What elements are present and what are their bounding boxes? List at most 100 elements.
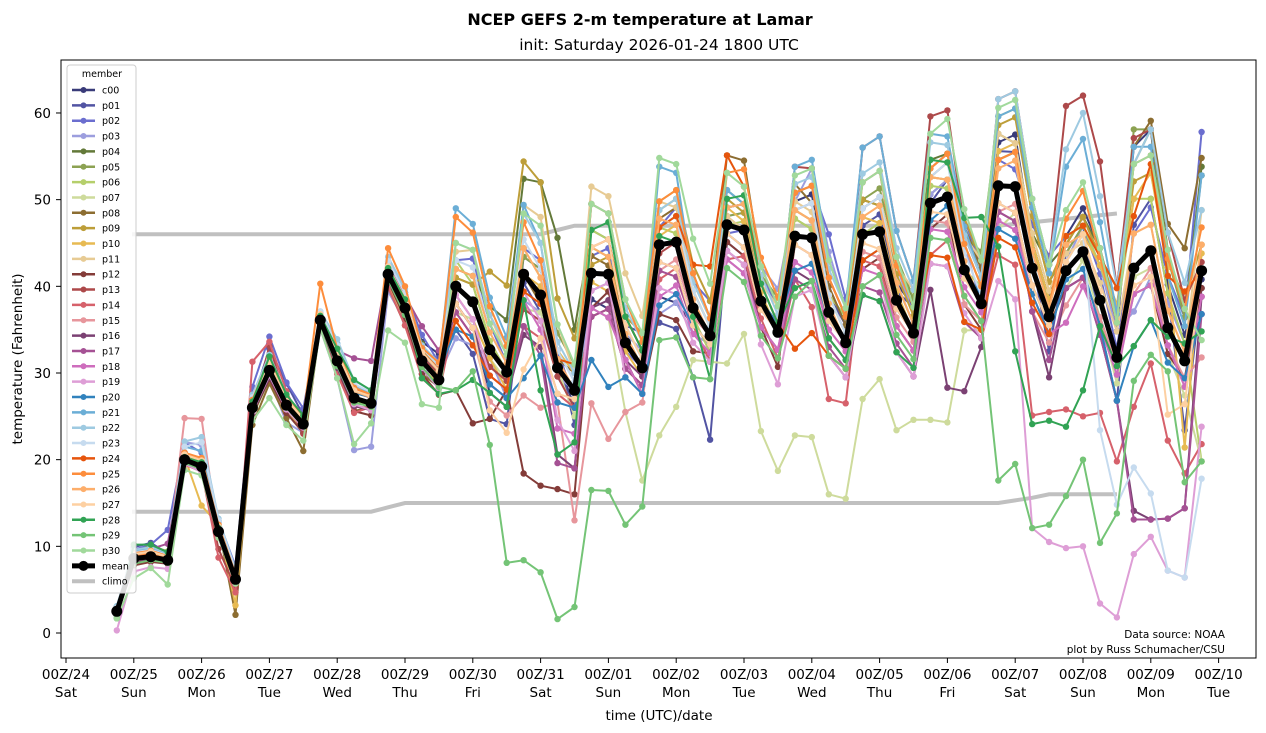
legend-marker xyxy=(80,225,87,232)
member-point-p20 xyxy=(791,267,799,274)
member-point-p19 xyxy=(113,627,121,634)
legend-entry-p28: p28 xyxy=(72,515,120,526)
member-point-p25 xyxy=(808,182,815,189)
member-point-p10 xyxy=(740,218,748,225)
member-point-p27 xyxy=(571,395,578,403)
legend-entry-p27: p27 xyxy=(72,500,120,511)
member-point-p25 xyxy=(740,166,748,173)
member-point-p23 xyxy=(1130,464,1138,471)
mean-point xyxy=(501,366,513,378)
member-point-p26 xyxy=(876,202,883,209)
member-point-p12 xyxy=(486,415,493,423)
member-point-p26 xyxy=(1198,241,1205,248)
member-point-p20 xyxy=(995,225,1002,233)
member-point-p17 xyxy=(876,289,883,296)
member-point-p28 xyxy=(910,364,917,371)
member-point-p30 xyxy=(334,375,341,382)
mean-point xyxy=(874,226,886,238)
member-point-p20 xyxy=(639,390,646,397)
member-point-p29 xyxy=(1113,510,1121,517)
member-point-p29 xyxy=(469,368,476,375)
mean-point xyxy=(535,289,547,301)
x-tick-label-day: Wed xyxy=(322,685,351,701)
member-point-p09 xyxy=(1079,213,1087,221)
member-point-p21 xyxy=(1181,323,1188,330)
member-point-p30 xyxy=(1096,245,1104,252)
member-lines xyxy=(113,88,1205,634)
member-point-p26 xyxy=(791,206,799,214)
member-point-p20 xyxy=(1079,265,1087,273)
mean-point xyxy=(891,294,902,306)
member-point-p14 xyxy=(1062,406,1070,413)
x-tick-label-day: Mon xyxy=(1137,685,1165,701)
legend-entry-p14: p14 xyxy=(72,300,120,311)
member-point-p27 xyxy=(605,236,612,243)
member-point-p22 xyxy=(944,141,951,149)
member-point-p12 xyxy=(689,348,697,355)
member-point-p13 xyxy=(944,107,951,114)
member-point-p05 xyxy=(876,185,883,192)
legend-marker xyxy=(80,547,87,554)
plot-credit-note: plot by Russ Schumacher/CSU xyxy=(1067,644,1225,656)
member-point-p15 xyxy=(622,408,629,416)
legend-marker xyxy=(80,117,87,124)
member-point-p20 xyxy=(554,399,561,406)
legend-label: p06 xyxy=(102,178,120,189)
mean-point xyxy=(670,236,682,248)
member-point-p26 xyxy=(1012,157,1019,164)
mean-point xyxy=(789,230,801,242)
mean-point xyxy=(399,302,411,314)
member-point-p20 xyxy=(1012,235,1019,242)
legend-entry-climo: climo xyxy=(72,577,128,588)
member-point-p28 xyxy=(1130,342,1138,350)
member-point-p25 xyxy=(1198,224,1205,231)
member-point-p30 xyxy=(384,327,392,334)
mean-point xyxy=(416,355,428,367)
member-point-p27 xyxy=(706,341,714,348)
member-point-p14 xyxy=(1012,261,1019,268)
member-point-p29 xyxy=(1012,460,1019,468)
member-point-p29 xyxy=(706,375,714,383)
member-point-p14 xyxy=(1079,413,1087,420)
member-point-p15 xyxy=(1045,339,1053,346)
member-point-p24 xyxy=(673,212,680,220)
member-point-p17 xyxy=(554,459,561,467)
member-point-p20 xyxy=(1164,359,1172,366)
member-point-p17 xyxy=(520,323,527,330)
x-tick-label-time: 00Z/02 xyxy=(652,667,700,683)
mean-point xyxy=(314,314,326,326)
legend-label: p29 xyxy=(102,531,120,542)
member-point-p30 xyxy=(876,167,883,175)
member-point-p29 xyxy=(605,487,612,495)
member-point-p29 xyxy=(1096,539,1104,547)
member-point-p18 xyxy=(1198,293,1205,300)
member-point-p13 xyxy=(1079,92,1087,99)
member-point-p29 xyxy=(740,278,748,286)
member-point-p26 xyxy=(1147,221,1155,228)
legend-marker xyxy=(80,501,87,508)
member-point-p29 xyxy=(1062,492,1070,500)
member-point-p18 xyxy=(791,258,799,266)
member-point-p28 xyxy=(537,387,544,394)
member-point-p19 xyxy=(1096,600,1104,607)
mean-point xyxy=(179,454,191,466)
legend-entry-p10: p10 xyxy=(72,239,120,250)
member-point-p29 xyxy=(622,521,629,528)
legend-marker xyxy=(80,240,87,247)
x-tick-label-time: 00Z/09 xyxy=(1127,667,1175,683)
member-point-p30 xyxy=(113,615,121,622)
member-point-p09 xyxy=(486,268,493,275)
legend-label: p07 xyxy=(102,193,120,204)
member-point-p22 xyxy=(537,239,544,247)
member-point-p10 xyxy=(232,602,239,609)
member-point-p30 xyxy=(808,165,815,172)
member-point-p29 xyxy=(808,277,815,285)
member-point-p20 xyxy=(1113,397,1121,404)
member-point-p17 xyxy=(605,305,612,313)
member-point-p25 xyxy=(944,150,951,157)
member-point-p20 xyxy=(605,383,612,391)
member-point-p23 xyxy=(469,264,476,271)
legend-marker xyxy=(80,363,87,370)
member-point-p27 xyxy=(1029,282,1036,289)
member-point-p28 xyxy=(571,439,578,446)
